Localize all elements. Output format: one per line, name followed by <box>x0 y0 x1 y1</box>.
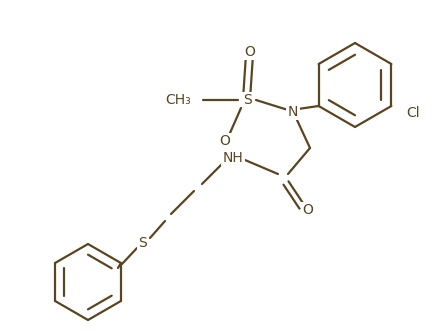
Text: N: N <box>287 105 297 119</box>
Text: O: O <box>244 45 255 59</box>
Text: Cl: Cl <box>406 106 419 120</box>
Text: S: S <box>243 93 252 107</box>
Text: O: O <box>219 134 230 148</box>
Text: NH: NH <box>222 151 243 165</box>
Text: S: S <box>138 236 147 250</box>
Text: O: O <box>302 203 313 217</box>
Text: CH₃: CH₃ <box>165 93 191 107</box>
